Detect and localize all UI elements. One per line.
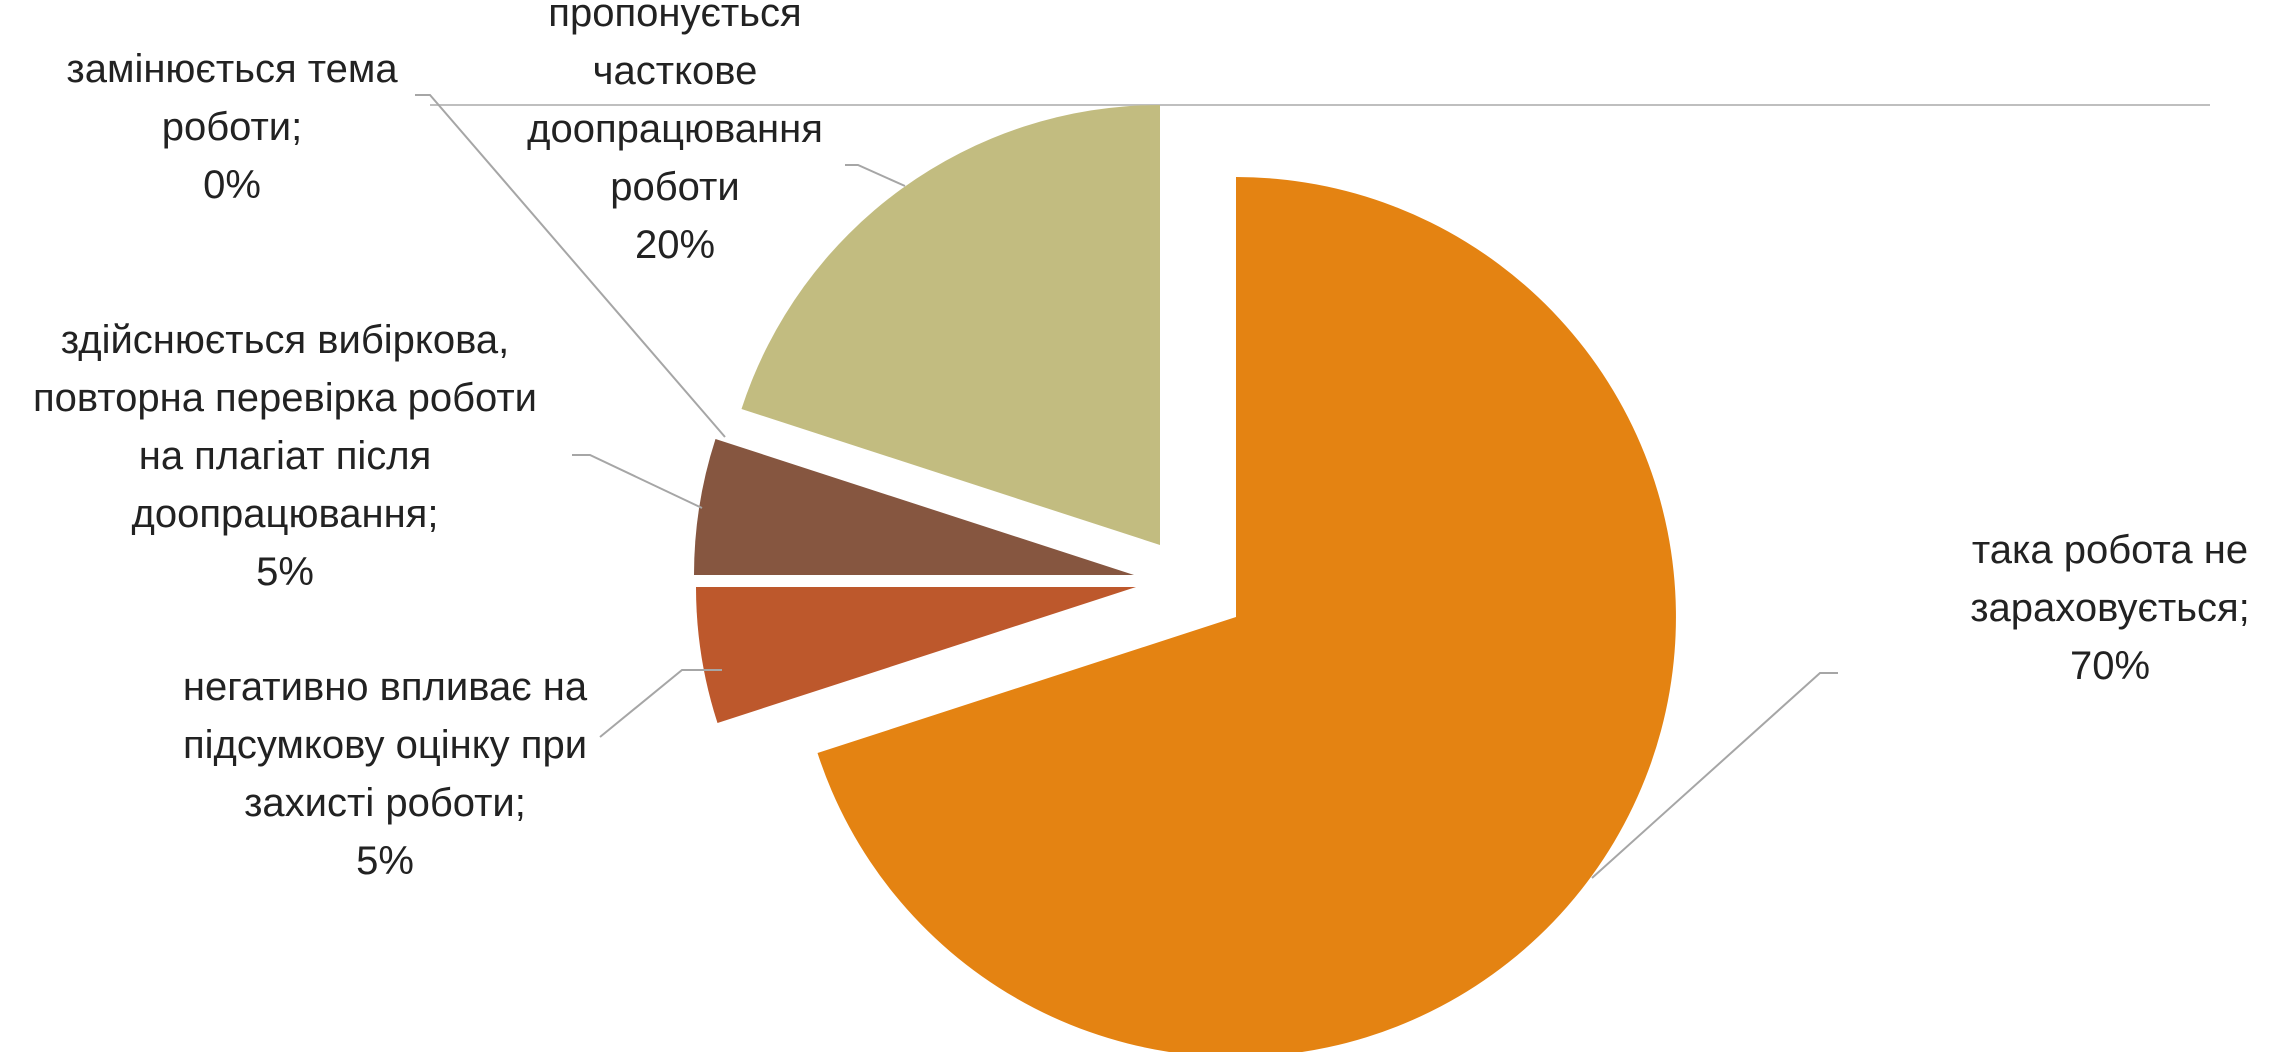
slice-label-3: замінюється тема роботи; 0% <box>66 47 398 207</box>
slice-label-line: така робота не <box>1972 528 2248 572</box>
slice-label-line: на плагіат після <box>139 434 432 478</box>
slice-label-line: здійснюється вибіркова, <box>61 318 509 362</box>
slice-label-line: захисті роботи; <box>244 781 526 825</box>
slice-label-line: 20% <box>635 223 715 267</box>
leader-line-4 <box>845 164 906 187</box>
leader-line-3 <box>415 94 726 438</box>
slice-label-line: негативно впливає на <box>183 665 588 709</box>
slice-label-1: негативно впливає на підсумкову оцінку пр… <box>183 665 588 883</box>
slice-label-line: часткове <box>593 49 758 93</box>
slice-label-line: 5% <box>256 550 314 594</box>
slice-label-line: зараховується; <box>1970 586 2250 630</box>
pie-slice-1 <box>696 587 1136 723</box>
slice-label-line: роботи <box>610 165 739 209</box>
slice-label-line: замінюється тема <box>66 47 398 91</box>
pie-slice-4 <box>741 105 1160 545</box>
leader-line-1 <box>599 669 722 738</box>
slice-label-line: доопрацювання <box>527 107 823 151</box>
pie-slice-2 <box>694 439 1134 575</box>
slice-label-4: пропонується часткове доопрацювання роботи 2… <box>527 0 823 267</box>
pie-slice-0 <box>817 177 1676 1052</box>
slice-label-line: 5% <box>356 839 414 883</box>
slice-label-line: пропонується <box>548 0 801 35</box>
slice-label-line: роботи; <box>162 105 303 149</box>
slice-label-line: 0% <box>203 163 261 207</box>
slice-label-2: здійснюється вибіркова, повторна перевірк… <box>33 318 537 594</box>
slice-label-line: доопрацювання; <box>132 492 439 536</box>
leader-line-0 <box>1591 672 1838 879</box>
slice-label-line: підсумкову оцінку при <box>183 723 587 767</box>
slice-label-line: 70% <box>2070 644 2150 688</box>
slice-label-0: така робота не зараховується; 70% <box>1970 528 2250 688</box>
slice-label-line: повторна перевірка роботи <box>33 376 537 420</box>
leader-line-2 <box>572 454 703 509</box>
